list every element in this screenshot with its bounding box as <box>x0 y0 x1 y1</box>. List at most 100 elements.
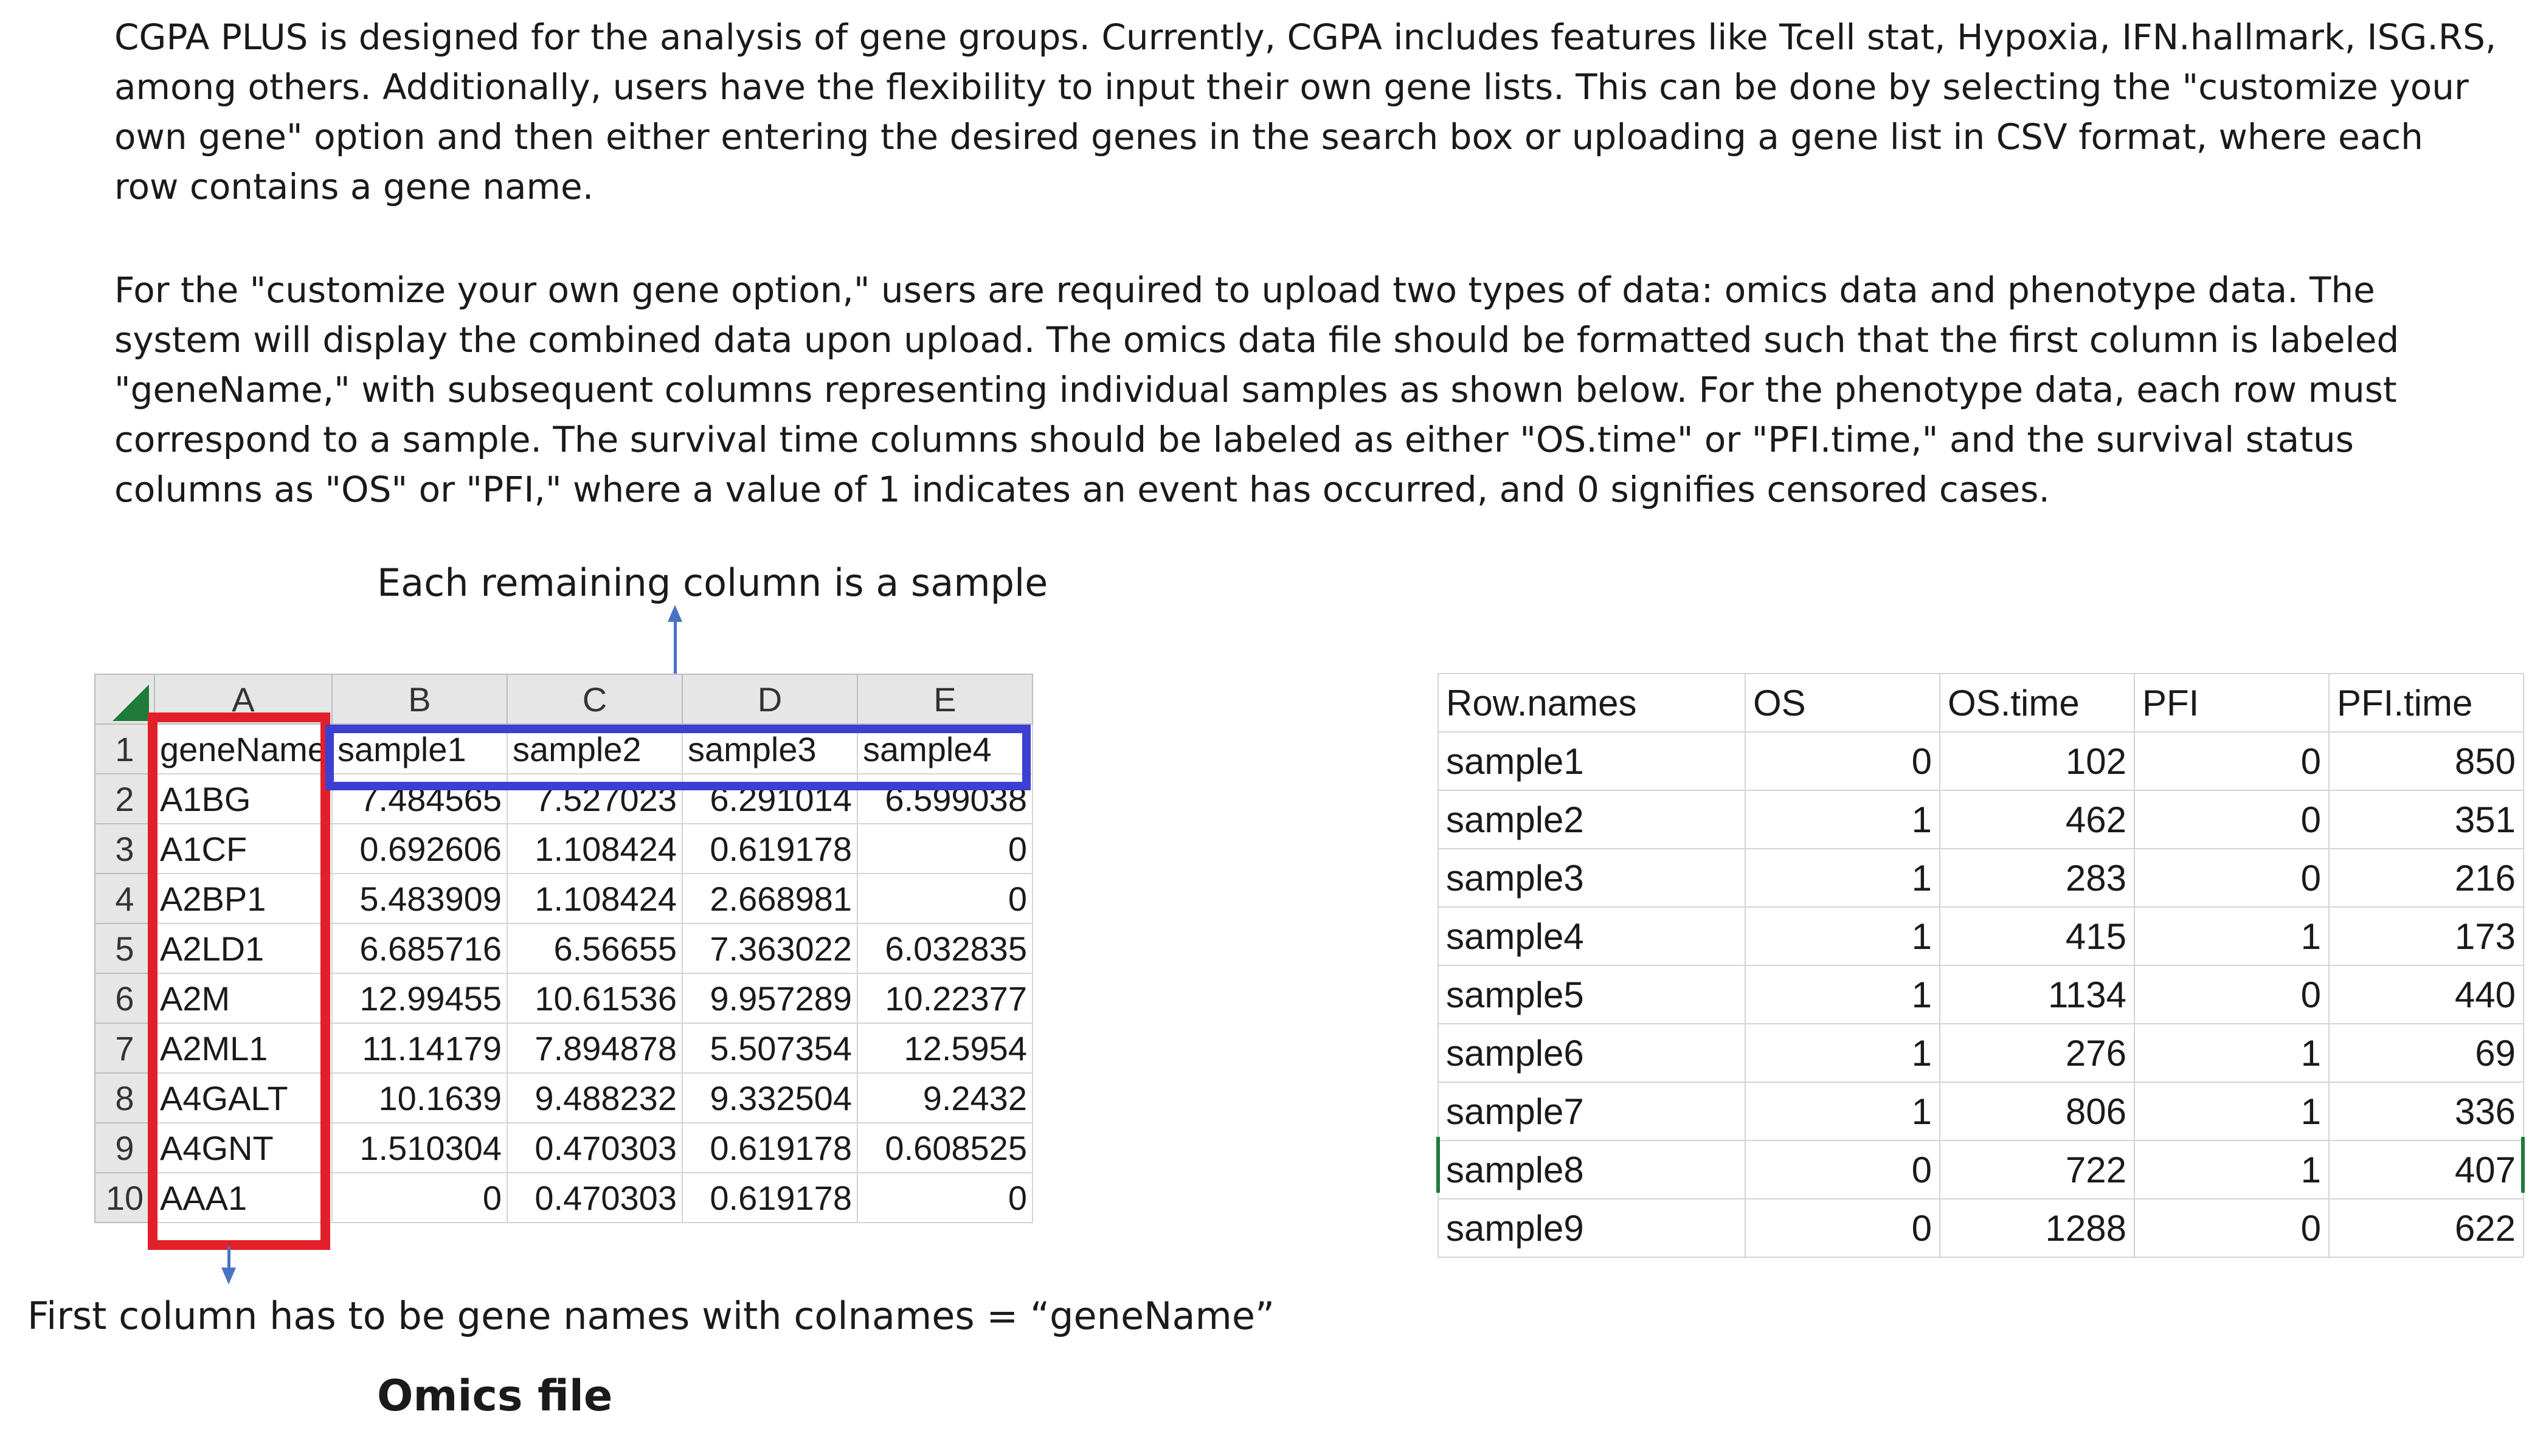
gene-name-cell[interactable]: A2M <box>154 973 333 1024</box>
gene-name-cell[interactable]: A2LD1 <box>154 923 333 974</box>
expression-value-cell[interactable]: 0 <box>331 1172 508 1223</box>
row-number[interactable]: 8 <box>94 1072 155 1123</box>
row-number[interactable]: 9 <box>94 1122 155 1173</box>
sample-name-cell[interactable]: sample7 <box>1437 1082 1746 1141</box>
phenotype-value-cell[interactable]: 1 <box>1745 906 1940 966</box>
expression-value-cell[interactable]: 0.619178 <box>681 1122 858 1173</box>
sample-name-cell[interactable]: sample5 <box>1437 965 1746 1024</box>
phenotype-value-cell[interactable]: 1 <box>1745 1082 1940 1141</box>
phenotype-value-cell[interactable]: 462 <box>1939 790 2135 849</box>
expression-value-cell[interactable]: 1.108424 <box>506 873 683 924</box>
expression-value-cell[interactable]: 0.619178 <box>681 1172 858 1223</box>
expression-value-cell[interactable]: 12.5954 <box>856 1023 1033 1074</box>
expression-value-cell[interactable]: 0.470303 <box>506 1122 683 1173</box>
phenotype-value-cell[interactable]: 415 <box>1939 906 2135 966</box>
phenotype-header-cell[interactable]: PFI.time <box>2328 673 2524 733</box>
sample-name-cell[interactable]: sample3 <box>1437 848 1746 908</box>
row-number[interactable]: 10 <box>94 1172 155 1223</box>
phenotype-value-cell[interactable]: 0 <box>2134 848 2330 908</box>
phenotype-value-cell[interactable]: 1 <box>2134 1140 2330 1199</box>
phenotype-value-cell[interactable]: 0 <box>1745 1198 1940 1258</box>
expression-value-cell[interactable]: 7.363022 <box>681 923 858 974</box>
expression-value-cell[interactable]: 9.2432 <box>856 1072 1033 1123</box>
phenotype-value-cell[interactable]: 1134 <box>1939 965 2135 1024</box>
column-header[interactable]: E <box>856 674 1033 725</box>
expression-value-cell[interactable]: 5.483909 <box>331 873 508 924</box>
gene-name-cell[interactable]: A1BG <box>154 773 333 824</box>
gene-name-cell[interactable]: A4GALT <box>154 1072 333 1123</box>
expression-value-cell[interactable]: 0.470303 <box>506 1172 683 1223</box>
phenotype-value-cell[interactable]: 1 <box>1745 790 1940 849</box>
phenotype-value-cell[interactable]: 1 <box>2134 1023 2330 1083</box>
phenotype-value-cell[interactable]: 336 <box>2328 1082 2524 1141</box>
phenotype-value-cell[interactable]: 1 <box>2134 906 2330 966</box>
phenotype-value-cell[interactable]: 622 <box>2328 1198 2524 1258</box>
gene-name-cell[interactable]: A2ML1 <box>154 1023 333 1074</box>
phenotype-value-cell[interactable]: 1 <box>2134 1082 2330 1141</box>
expression-value-cell[interactable]: 9.332504 <box>681 1072 858 1123</box>
phenotype-value-cell[interactable]: 283 <box>1939 848 2135 908</box>
sample-name-cell[interactable]: sample9 <box>1437 1198 1746 1258</box>
row-number[interactable]: 6 <box>94 973 155 1024</box>
phenotype-value-cell[interactable]: 0 <box>2134 790 2330 849</box>
expression-value-cell[interactable]: 6.032835 <box>856 923 1033 974</box>
row-number[interactable]: 2 <box>94 773 155 824</box>
expression-value-cell[interactable]: 5.507354 <box>681 1023 858 1074</box>
row-number[interactable]: 7 <box>94 1023 155 1074</box>
sample-name-cell[interactable]: sample1 <box>1437 731 1746 791</box>
expression-value-cell[interactable]: 0 <box>856 1172 1033 1223</box>
expression-value-cell[interactable]: 2.668981 <box>681 873 858 924</box>
column-header[interactable]: B <box>331 674 508 725</box>
gene-name-header-cell[interactable]: geneName <box>154 723 333 775</box>
expression-value-cell[interactable]: 0.608525 <box>856 1122 1033 1173</box>
sample-name-cell[interactable]: sample8 <box>1437 1140 1746 1199</box>
phenotype-value-cell[interactable]: 69 <box>2328 1023 2524 1083</box>
phenotype-value-cell[interactable]: 1288 <box>1939 1198 2135 1258</box>
phenotype-value-cell[interactable]: 850 <box>2328 731 2524 791</box>
expression-value-cell[interactable]: 7.894878 <box>506 1023 683 1074</box>
expression-value-cell[interactable]: 1.108424 <box>506 823 683 874</box>
gene-name-cell[interactable]: A4GNT <box>154 1122 333 1173</box>
phenotype-value-cell[interactable]: 102 <box>1939 731 2135 791</box>
phenotype-header-cell[interactable]: PFI <box>2134 673 2330 733</box>
column-header[interactable]: D <box>681 674 858 725</box>
phenotype-value-cell[interactable]: 173 <box>2328 906 2524 966</box>
expression-value-cell[interactable]: 0 <box>856 873 1033 924</box>
expression-value-cell[interactable]: 10.61536 <box>506 973 683 1024</box>
phenotype-value-cell[interactable]: 276 <box>1939 1023 2135 1083</box>
expression-value-cell[interactable]: 6.685716 <box>331 923 508 974</box>
expression-value-cell[interactable]: 9.488232 <box>506 1072 683 1123</box>
column-header[interactable]: C <box>506 674 683 725</box>
expression-value-cell[interactable]: 0.692606 <box>331 823 508 874</box>
sample-name-cell[interactable]: sample6 <box>1437 1023 1746 1083</box>
phenotype-value-cell[interactable]: 0 <box>2134 1198 2330 1258</box>
phenotype-value-cell[interactable]: 351 <box>2328 790 2524 849</box>
phenotype-value-cell[interactable]: 0 <box>2134 965 2330 1024</box>
row-number[interactable]: 4 <box>94 873 155 924</box>
phenotype-value-cell[interactable]: 216 <box>2328 848 2524 908</box>
phenotype-value-cell[interactable]: 1 <box>1745 965 1940 1024</box>
expression-value-cell[interactable]: 9.957289 <box>681 973 858 1024</box>
phenotype-value-cell[interactable]: 0 <box>2134 731 2330 791</box>
phenotype-value-cell[interactable]: 1 <box>1745 848 1940 908</box>
phenotype-value-cell[interactable]: 0 <box>1745 1140 1940 1199</box>
phenotype-value-cell[interactable]: 0 <box>1745 731 1940 791</box>
expression-value-cell[interactable]: 12.99455 <box>331 973 508 1024</box>
phenotype-value-cell[interactable]: 806 <box>1939 1082 2135 1141</box>
expression-value-cell[interactable]: 1.510304 <box>331 1122 508 1173</box>
sample-name-cell[interactable]: sample4 <box>1437 906 1746 966</box>
gene-name-cell[interactable]: AAA1 <box>154 1172 333 1223</box>
gene-name-cell[interactable]: A1CF <box>154 823 333 874</box>
phenotype-header-cell[interactable]: OS.time <box>1939 673 2135 733</box>
phenotype-value-cell[interactable]: 1 <box>1745 1023 1940 1083</box>
row-number[interactable]: 1 <box>94 723 155 775</box>
gene-name-cell[interactable]: A2BP1 <box>154 873 333 924</box>
phenotype-value-cell[interactable]: 407 <box>2328 1140 2524 1199</box>
row-number[interactable]: 5 <box>94 923 155 974</box>
select-all-corner[interactable] <box>94 674 155 725</box>
expression-value-cell[interactable]: 10.22377 <box>856 973 1033 1024</box>
phenotype-header-cell[interactable]: Row.names <box>1437 673 1746 733</box>
expression-value-cell[interactable]: 10.1639 <box>331 1072 508 1123</box>
row-number[interactable]: 3 <box>94 823 155 874</box>
expression-value-cell[interactable]: 0 <box>856 823 1033 874</box>
